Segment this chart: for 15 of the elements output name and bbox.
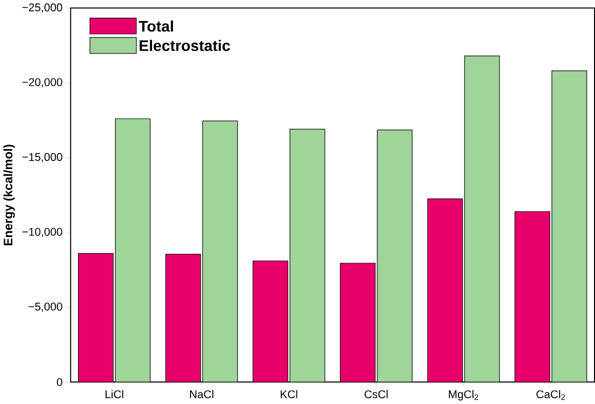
y-tick-label: −20,000 xyxy=(22,78,62,88)
y-tick-label: −15,000 xyxy=(22,153,62,162)
x-tick-label: KCl xyxy=(280,390,298,398)
x-tick-label: LiCl xyxy=(106,390,124,398)
y-axis-title: Energy (kcal/mol) xyxy=(3,144,15,246)
x-tick-label: MgCl$_{2}$ xyxy=(448,390,478,401)
x-tick-label: NaCl xyxy=(190,390,214,398)
legend-label: Total xyxy=(138,20,173,32)
y-tick-label: −5,000 xyxy=(28,302,62,312)
x-tick-label: CaCl$_{2}$ xyxy=(536,390,565,400)
y-tick-label: −25,000 xyxy=(22,3,62,13)
y-tick-label: −10,000 xyxy=(22,228,62,238)
y-tick-label: 0 xyxy=(56,378,62,386)
x-tick-label: CsCl xyxy=(364,390,388,398)
legend-label: Electrostatic xyxy=(140,40,230,52)
